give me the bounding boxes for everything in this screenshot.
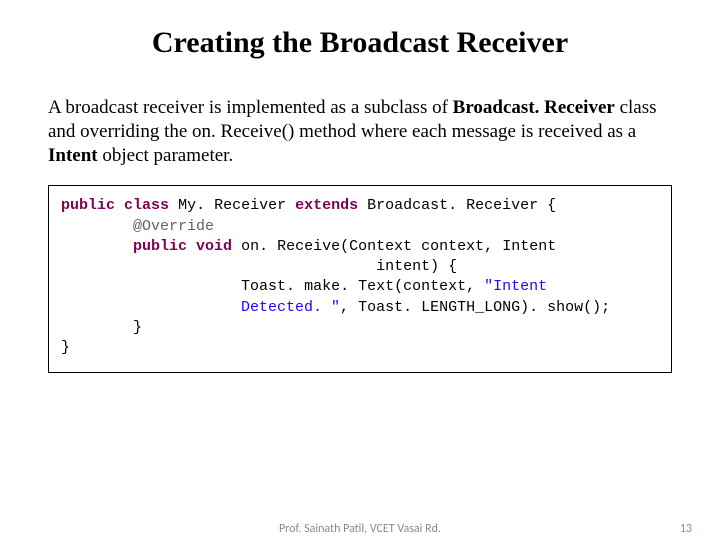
footer-author: Prof. Sainath Patil, VCET Vasai Rd.	[0, 522, 720, 536]
toast-class-2: Toast	[358, 299, 403, 316]
kw-public-2: public	[133, 238, 187, 255]
code-block: public class My. Receiver extends Broadc…	[48, 185, 672, 373]
type-intent: Intent	[502, 238, 556, 255]
type-context: Context	[349, 238, 412, 255]
kw-extends: extends	[295, 197, 358, 214]
method-onreceive: on. Receive	[241, 238, 340, 255]
body-text-e: object parameter.	[98, 145, 234, 166]
annotation-override: @Override	[133, 218, 214, 235]
body-bold-broadcastreceiver: Broadcast. Receiver	[453, 97, 615, 118]
kw-void: void	[196, 238, 232, 255]
var-context: context	[421, 238, 484, 255]
var-intent: intent	[376, 258, 430, 275]
body-text-a: A broadcast receiver is implemented as a…	[48, 97, 453, 118]
kw-public: public	[61, 197, 115, 214]
body-paragraph: A broadcast receiver is implemented as a…	[48, 96, 672, 167]
slide: Creating the Broadcast Receiver A broadc…	[0, 0, 720, 540]
slide-title: Creating the Broadcast Receiver	[48, 26, 672, 60]
length-long: LENGTH_LONG	[421, 299, 520, 316]
kw-class: class	[124, 197, 169, 214]
body-bold-intent: Intent	[48, 145, 98, 166]
show-method: show	[547, 299, 583, 316]
arg-context: context	[403, 278, 466, 295]
classname-myreceiver: My. Receiver	[178, 197, 286, 214]
toast-class: Toast	[241, 278, 286, 295]
maketext-method: make. Text	[304, 278, 394, 295]
footer-page-number: 13	[680, 522, 692, 536]
classname-broadcastreceiver: Broadcast. Receiver	[367, 197, 538, 214]
